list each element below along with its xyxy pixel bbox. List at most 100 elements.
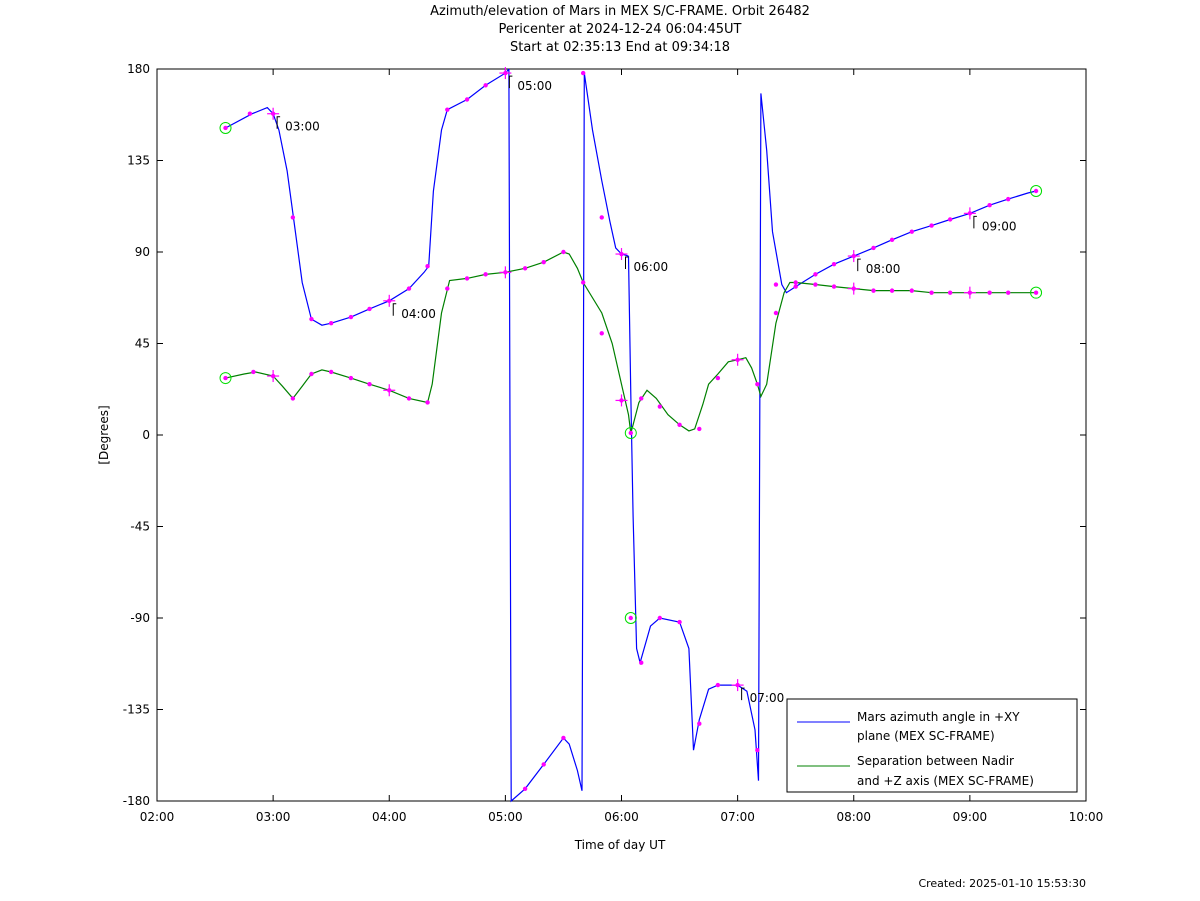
y-tick-label: 0	[142, 428, 150, 442]
data-point-marker	[561, 249, 566, 255]
data-point-marker	[309, 316, 314, 322]
data-point-marker	[639, 660, 644, 665]
endpoint-circle-marker	[624, 426, 637, 439]
chart-subtitle-start-end: Start at 02:35:13 End at 09:34:18	[509, 40, 731, 55]
data-point-marker	[328, 320, 334, 326]
hour-label: 09:00	[982, 219, 1017, 233]
data-point-marker	[831, 284, 837, 289]
y-tick-label: -135	[123, 703, 150, 717]
y-tick-label: 135	[127, 154, 150, 168]
data-point-marker	[1005, 196, 1011, 202]
hour-label-tick	[973, 215, 977, 229]
data-point-marker	[425, 264, 430, 269]
hour-label-tick	[508, 75, 513, 89]
data-point-marker	[909, 288, 915, 293]
data-point-marker	[406, 396, 412, 401]
data-point-marker	[425, 400, 430, 405]
data-point-marker	[464, 276, 470, 281]
data-point-marker	[929, 223, 934, 228]
series-markers	[219, 67, 1043, 791]
legend-box	[786, 698, 1078, 793]
data-point-marker	[580, 70, 586, 76]
data-point-marker	[947, 290, 953, 295]
y-tick-label: 45	[135, 337, 150, 351]
data-point-marker	[697, 721, 702, 726]
data-point-marker	[541, 259, 546, 265]
data-point-marker	[406, 286, 412, 291]
data-point-marker	[715, 375, 721, 381]
data-point-marker	[290, 215, 296, 220]
endpoint-circle-marker	[1030, 185, 1043, 197]
y-axis-label: [Degrees]	[97, 405, 111, 464]
data-point-marker	[290, 396, 296, 401]
x-tick-label: 02:00	[140, 810, 175, 824]
endpoint-circle-marker	[219, 121, 232, 134]
data-point-marker	[309, 371, 314, 377]
hour-label: 04:00	[401, 307, 436, 321]
hour-label-tick	[857, 258, 861, 272]
x-tick-label: 07:00	[720, 810, 755, 824]
chart-title: Azimuth/elevation of Mars in MEX S/C-FRA…	[430, 4, 810, 19]
hour-label: 05:00	[517, 79, 552, 93]
data-point-marker	[715, 682, 721, 688]
data-point-marker	[247, 111, 253, 116]
data-point-marker	[697, 426, 702, 432]
hour-labels: 03:00 04:00 05:00 06:00 07:00 08:00 09:00	[276, 75, 1017, 705]
data-point-marker	[871, 288, 876, 293]
legend-label-azimuth-line1: Mars azimuth angle in +XY	[857, 710, 1020, 724]
data-point-marker	[987, 290, 992, 295]
data-point-marker	[657, 404, 663, 409]
data-point-marker	[483, 272, 488, 277]
data-point-marker	[1005, 290, 1011, 295]
data-point-marker	[522, 266, 528, 271]
data-point-marker	[367, 306, 372, 312]
data-point-marker	[639, 396, 644, 401]
y-tick-label: -90	[130, 611, 150, 625]
x-axis-label: Time of day UT	[574, 838, 666, 852]
data-point-marker	[445, 286, 450, 291]
legend-label-separation-line1: Separation between Nadir	[857, 754, 1014, 768]
data-point-marker	[328, 369, 334, 375]
hour-label-tick	[392, 303, 397, 316]
data-point-marker	[871, 245, 876, 251]
data-point-marker	[599, 331, 604, 336]
data-point-marker	[889, 237, 895, 242]
data-point-marker	[541, 762, 546, 767]
data-point-marker	[793, 284, 798, 289]
data-point-marker	[657, 615, 663, 621]
endpoint-circle-marker	[624, 612, 637, 624]
data-point-marker	[580, 280, 586, 285]
y-tick-label: -180	[123, 794, 150, 808]
x-tick-label: 03:00	[256, 810, 291, 824]
endpoint-circle-marker	[1030, 286, 1043, 299]
y-tick-label: 180	[127, 62, 150, 76]
data-point-marker	[813, 282, 818, 287]
x-tick-label: 06:00	[604, 810, 639, 824]
hour-label: 07:00	[750, 691, 785, 705]
data-point-marker	[1033, 290, 1039, 295]
hour-label-tick	[625, 256, 629, 270]
data-point-marker	[348, 375, 354, 381]
series-line-azimuth	[225, 68, 1037, 803]
chart-subtitle-pericenter: Pericenter at 2024-12-24 06:04:45UT	[498, 22, 742, 37]
data-point-marker	[677, 619, 682, 625]
series-line-separation	[225, 251, 1037, 434]
hour-label: 06:00	[634, 260, 669, 274]
x-tick-label: 08:00	[836, 810, 871, 824]
y-tick-label: 90	[135, 245, 150, 259]
data-point-marker	[677, 422, 682, 428]
data-point-marker	[464, 97, 470, 102]
data-point-marker	[889, 288, 895, 293]
data-point-marker	[223, 125, 228, 131]
x-tick-label: 10:00	[1069, 810, 1104, 824]
data-point-marker	[1033, 188, 1039, 194]
data-point-marker	[755, 381, 760, 387]
data-point-marker	[599, 215, 604, 220]
data-point-marker	[987, 203, 992, 208]
y-tick-label: -45	[130, 520, 150, 534]
series-lines	[225, 68, 1037, 803]
hour-label: 03:00	[285, 120, 320, 134]
hour-label: 08:00	[866, 262, 901, 276]
data-point-marker	[628, 615, 633, 621]
legend-label-azimuth-line2: plane (MEX SC-FRAME)	[857, 729, 995, 743]
